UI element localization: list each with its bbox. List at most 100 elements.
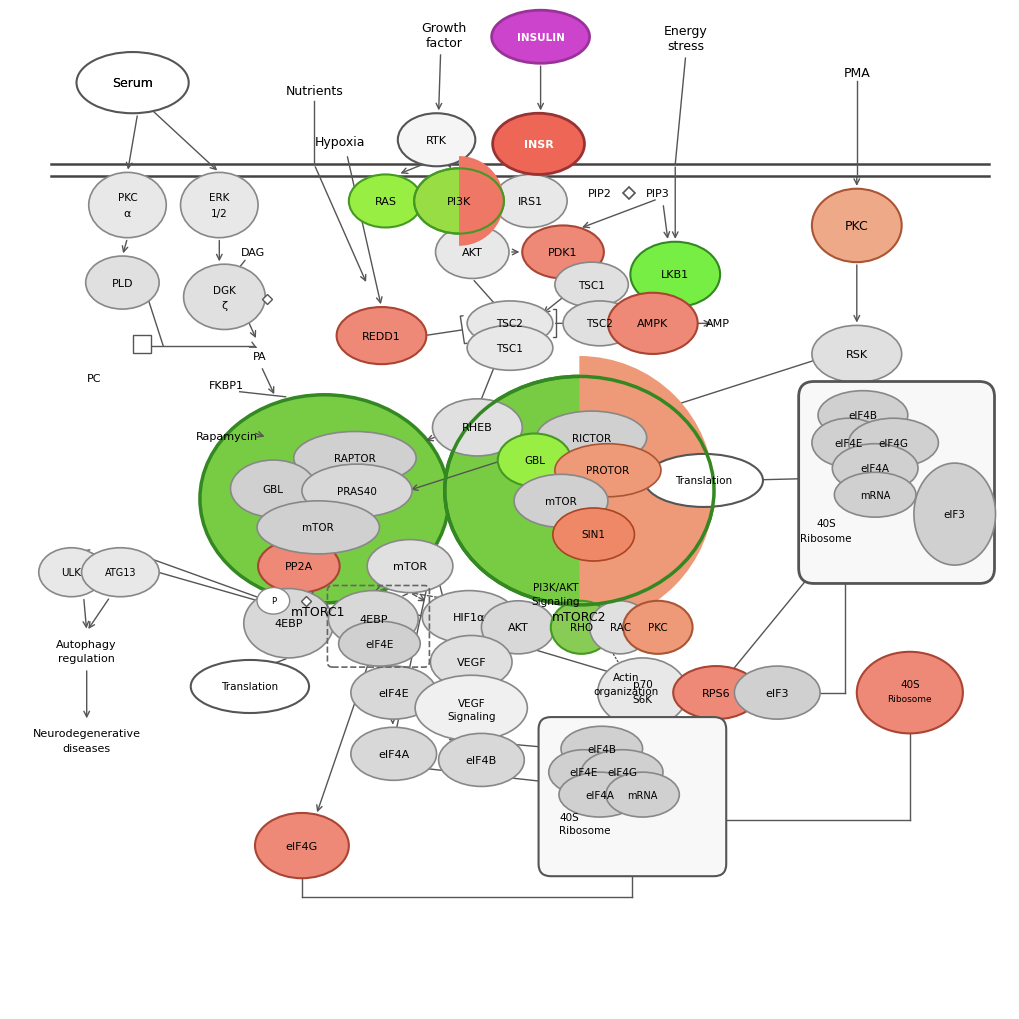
Text: 4EBP: 4EBP xyxy=(274,619,303,629)
Text: AKT: AKT xyxy=(507,623,528,633)
Text: RPS6: RPS6 xyxy=(701,688,730,698)
Ellipse shape xyxy=(597,658,687,728)
Text: 1/2: 1/2 xyxy=(211,209,227,219)
Ellipse shape xyxy=(257,588,289,614)
Ellipse shape xyxy=(548,750,618,795)
Text: ATG13: ATG13 xyxy=(105,568,136,578)
Ellipse shape xyxy=(560,727,642,771)
Ellipse shape xyxy=(832,444,917,493)
Text: 4EBP: 4EBP xyxy=(359,614,387,625)
Text: eIF4G: eIF4G xyxy=(285,841,318,851)
Text: ULK: ULK xyxy=(61,568,82,578)
Text: 40S: 40S xyxy=(815,519,836,529)
Text: eIF4B: eIF4B xyxy=(848,411,876,421)
Ellipse shape xyxy=(230,461,316,518)
Ellipse shape xyxy=(432,399,522,457)
Text: Translation: Translation xyxy=(221,682,278,692)
Text: PIP2: PIP2 xyxy=(587,189,611,199)
Text: RICTOR: RICTOR xyxy=(572,433,610,443)
Text: Nutrients: Nutrients xyxy=(285,86,342,98)
Text: α: α xyxy=(123,209,131,219)
Ellipse shape xyxy=(605,772,679,817)
Ellipse shape xyxy=(422,591,516,644)
Text: PKC: PKC xyxy=(117,193,138,203)
Ellipse shape xyxy=(293,432,416,485)
Ellipse shape xyxy=(623,601,692,654)
Text: ζ: ζ xyxy=(221,301,227,311)
Ellipse shape xyxy=(191,660,309,713)
Ellipse shape xyxy=(430,636,512,689)
Text: PI3K: PI3K xyxy=(446,197,471,207)
Ellipse shape xyxy=(348,175,422,228)
Text: RSK: RSK xyxy=(845,350,867,360)
Ellipse shape xyxy=(581,750,662,795)
Ellipse shape xyxy=(180,173,258,238)
Ellipse shape xyxy=(552,508,634,561)
Text: Autophagy: Autophagy xyxy=(56,639,117,649)
Text: mTOR: mTOR xyxy=(302,523,334,533)
Text: PI3K/AKT: PI3K/AKT xyxy=(533,582,578,592)
Ellipse shape xyxy=(89,173,166,238)
Text: regulation: regulation xyxy=(58,653,115,663)
Ellipse shape xyxy=(536,412,646,465)
Text: eIF4A: eIF4A xyxy=(585,790,613,800)
Text: PDK1: PDK1 xyxy=(548,248,577,258)
Ellipse shape xyxy=(492,114,584,175)
Ellipse shape xyxy=(438,734,524,787)
Text: Ribosome: Ribosome xyxy=(558,825,609,836)
Text: mRNA: mRNA xyxy=(627,790,657,800)
Ellipse shape xyxy=(811,190,901,263)
Ellipse shape xyxy=(589,601,650,654)
Text: Actin: Actin xyxy=(612,673,639,683)
Text: PRAS40: PRAS40 xyxy=(336,486,377,496)
Ellipse shape xyxy=(811,326,901,383)
Text: TSC1: TSC1 xyxy=(496,343,523,354)
Text: S6K: S6K xyxy=(632,694,652,704)
Text: diseases: diseases xyxy=(62,743,111,753)
Ellipse shape xyxy=(86,257,159,310)
Ellipse shape xyxy=(338,622,420,666)
Text: VEGF: VEGF xyxy=(455,657,486,667)
Text: Ribosome: Ribosome xyxy=(887,695,931,703)
Text: DGK: DGK xyxy=(213,285,235,296)
Text: RAPTOR: RAPTOR xyxy=(334,453,375,464)
Ellipse shape xyxy=(554,263,628,308)
Text: RAC: RAC xyxy=(609,623,630,633)
Ellipse shape xyxy=(630,243,719,308)
Wedge shape xyxy=(579,357,713,626)
Text: PIP3: PIP3 xyxy=(645,189,669,199)
Text: PKC: PKC xyxy=(647,623,667,633)
Text: 40S: 40S xyxy=(558,812,578,822)
Text: TSC1: TSC1 xyxy=(578,280,604,290)
Ellipse shape xyxy=(351,728,436,781)
FancyBboxPatch shape xyxy=(538,717,726,876)
Text: Energy
stress: Energy stress xyxy=(663,24,706,53)
Text: RHO: RHO xyxy=(570,623,592,633)
Text: Hypoxia: Hypoxia xyxy=(314,137,365,149)
Ellipse shape xyxy=(39,548,104,597)
Ellipse shape xyxy=(522,226,603,279)
Ellipse shape xyxy=(415,676,527,741)
Text: PROTOR: PROTOR xyxy=(586,466,629,476)
Ellipse shape xyxy=(82,548,159,597)
Text: eIF4G: eIF4G xyxy=(606,767,637,777)
Ellipse shape xyxy=(244,589,333,658)
Ellipse shape xyxy=(493,175,567,228)
Ellipse shape xyxy=(811,419,884,468)
Text: eIF4A: eIF4A xyxy=(378,749,409,759)
Ellipse shape xyxy=(497,434,571,487)
Text: mTOR: mTOR xyxy=(544,496,577,506)
Text: INSULIN: INSULIN xyxy=(517,33,564,43)
Ellipse shape xyxy=(76,53,189,114)
Text: HIF1α: HIF1α xyxy=(452,612,485,623)
Wedge shape xyxy=(459,157,503,247)
Ellipse shape xyxy=(414,169,503,234)
Ellipse shape xyxy=(183,265,265,330)
Text: Rapamycin: Rapamycin xyxy=(196,431,257,441)
Ellipse shape xyxy=(257,501,379,554)
Text: eIF4E: eIF4E xyxy=(365,639,393,649)
Text: SIN1: SIN1 xyxy=(581,530,605,540)
Ellipse shape xyxy=(913,464,995,566)
Text: AKT: AKT xyxy=(462,248,482,258)
Text: AMP: AMP xyxy=(705,319,730,329)
